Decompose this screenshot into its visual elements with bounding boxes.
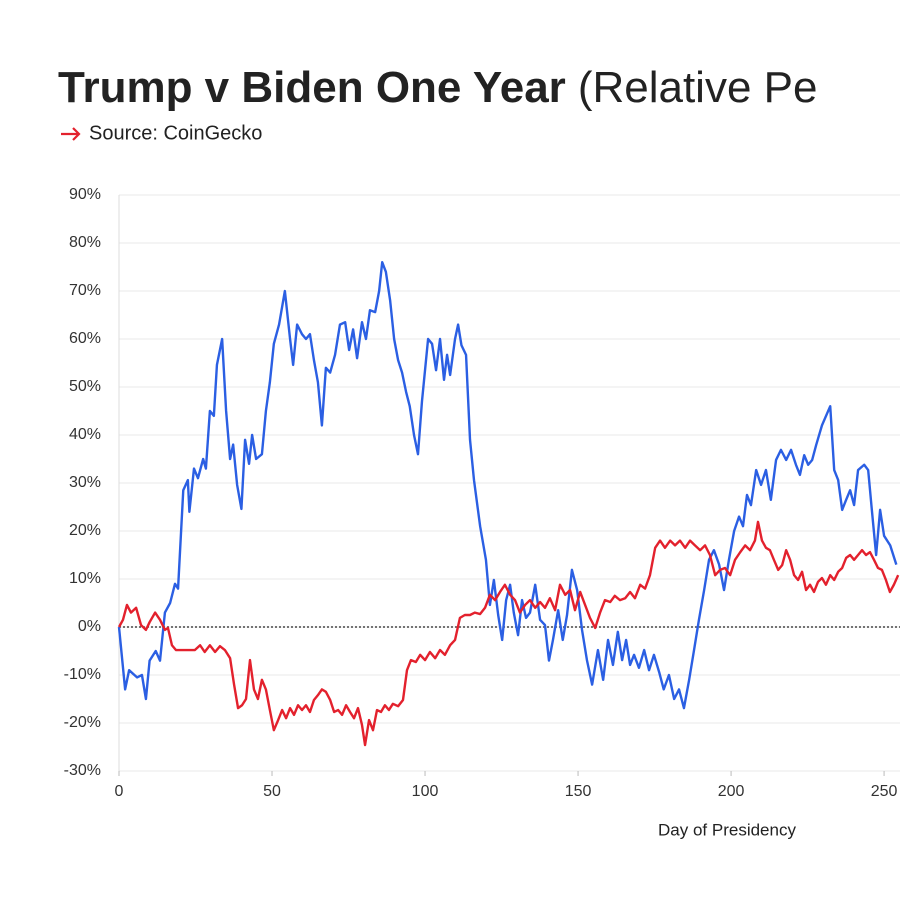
y-tick-label: 10% xyxy=(69,570,101,587)
y-tick-label: -10% xyxy=(64,666,101,683)
y-tick-label: 60% xyxy=(69,330,101,347)
y-tick-label: 20% xyxy=(69,522,101,539)
x-axis-label: Day of Presidency xyxy=(658,820,796,839)
y-tick-label: 70% xyxy=(69,282,101,299)
source-arrow xyxy=(61,127,81,141)
y-tick-label: -20% xyxy=(64,714,101,731)
y-tick-label: 80% xyxy=(69,234,101,251)
chart-title: Trump v Biden One Year xyxy=(58,63,566,112)
series-line xyxy=(117,261,898,710)
y-tick-label: 90% xyxy=(69,186,101,203)
x-tick-label: 100 xyxy=(412,783,439,800)
subtitle: Source: CoinGecko xyxy=(89,122,262,144)
x-tick-label: 200 xyxy=(718,783,745,800)
y-tick-label: 30% xyxy=(69,474,101,491)
chart-title-suffix: (Relative Pe xyxy=(578,63,818,112)
y-tick-label: 50% xyxy=(69,378,101,395)
y-tick-label: 40% xyxy=(69,426,101,443)
y-tick-label: -30% xyxy=(64,762,101,779)
x-tick-label: 150 xyxy=(565,783,592,800)
x-tick-label: 250 xyxy=(871,783,898,800)
chart-title-line: Trump v Biden One Year (Relative Pe xyxy=(58,63,817,112)
x-tick-label: 0 xyxy=(115,783,124,800)
x-tick-label: 50 xyxy=(263,783,281,800)
series-line xyxy=(117,520,900,747)
y-tick-label: 0% xyxy=(78,618,101,635)
